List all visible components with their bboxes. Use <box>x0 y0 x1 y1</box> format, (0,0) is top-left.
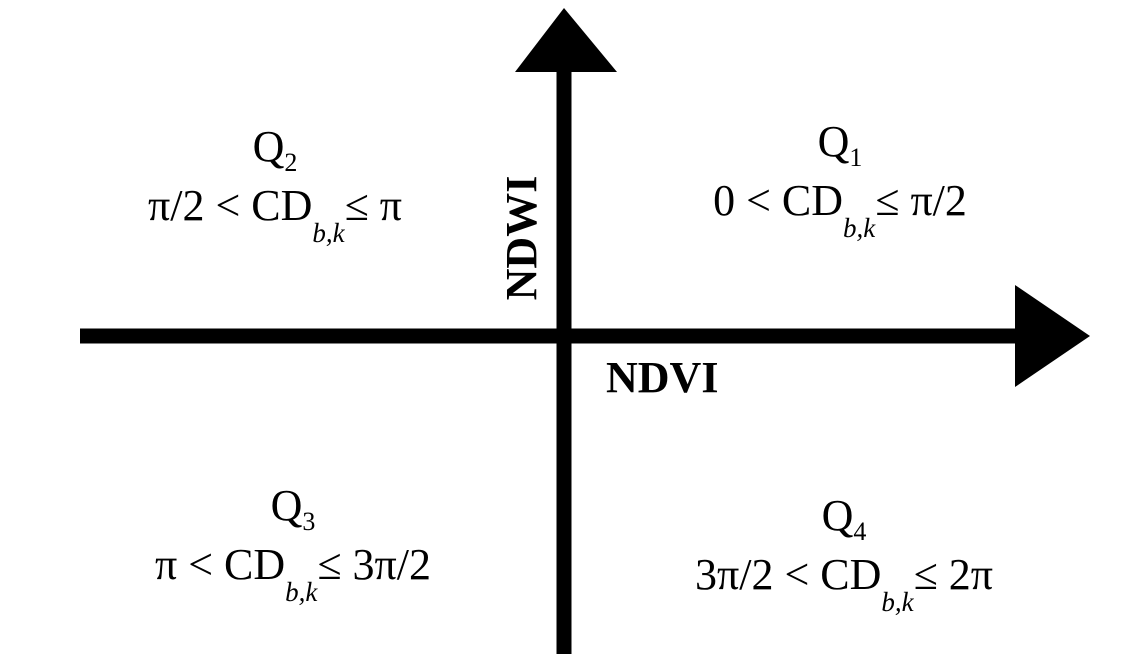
condition-lower: π < <box>155 540 214 589</box>
x-axis-label: NDVI <box>606 353 719 402</box>
condition-lower: 0 < <box>713 176 771 225</box>
leq-symbol: ≤ <box>344 181 369 230</box>
condition-upper: π <box>379 181 402 230</box>
leq-symbol: ≤ <box>317 540 342 589</box>
quadrant-letter: Q <box>270 481 303 530</box>
x-axis-arrow-icon <box>1015 285 1090 387</box>
quadrant-3-condition: π < CDb,k≤ 3π/2 <box>128 543 458 606</box>
cd-subscript: b,k <box>881 587 914 617</box>
quadrant-1: Q1 0 < CDb,k≤ π/2 <box>690 120 990 242</box>
quadrant-1-label: Q1 <box>818 120 863 171</box>
quadrant-index: 1 <box>849 143 863 172</box>
quadrant-1-condition: 0 < CDb,k≤ π/2 <box>690 179 990 242</box>
quadrant-4-label: Q4 <box>822 494 867 545</box>
cd-subscript: b,k <box>285 577 318 607</box>
quadrant-4: Q4 3π/2 < CDb,k≤ 2π <box>664 494 1024 616</box>
quadrant-4-condition: 3π/2 < CDb,k≤ 2π <box>664 553 1024 616</box>
condition-lower: π/2 < <box>148 181 241 230</box>
quadrant-2-condition: π/2 < CDb,k≤ π <box>120 184 430 247</box>
quadrant-3-label: Q3 <box>271 484 316 535</box>
quadrant-index: 3 <box>302 507 316 536</box>
cd-symbol: CD <box>781 176 844 225</box>
quadrant-letter: Q <box>817 117 850 166</box>
quadrant-letter: Q <box>821 491 854 540</box>
condition-upper: π/2 <box>910 176 967 225</box>
cd-symbol: CD <box>251 181 313 230</box>
quadrant-2: Q2 π/2 < CDb,k≤ π <box>120 125 430 247</box>
quadrant-letter: Q <box>252 122 285 171</box>
quadrant-index: 2 <box>284 148 298 177</box>
leq-symbol: ≤ <box>913 550 938 599</box>
quadrant-3: Q3 π < CDb,k≤ 3π/2 <box>128 484 458 606</box>
cd-symbol: CD <box>224 540 286 589</box>
cd-symbol: CD <box>820 550 882 599</box>
y-axis-arrow-icon <box>515 8 617 72</box>
leq-symbol: ≤ <box>875 176 900 225</box>
condition-lower: 3π/2 < <box>695 550 810 599</box>
cd-subscript: b,k <box>843 213 876 243</box>
quadrant-2-label: Q2 <box>253 125 298 176</box>
quadrant-index: 4 <box>853 517 867 546</box>
cd-subscript: b,k <box>312 218 345 248</box>
condition-upper: 3π/2 <box>352 540 431 589</box>
y-axis-label: NDWI <box>497 175 546 301</box>
condition-upper: 2π <box>948 550 993 599</box>
